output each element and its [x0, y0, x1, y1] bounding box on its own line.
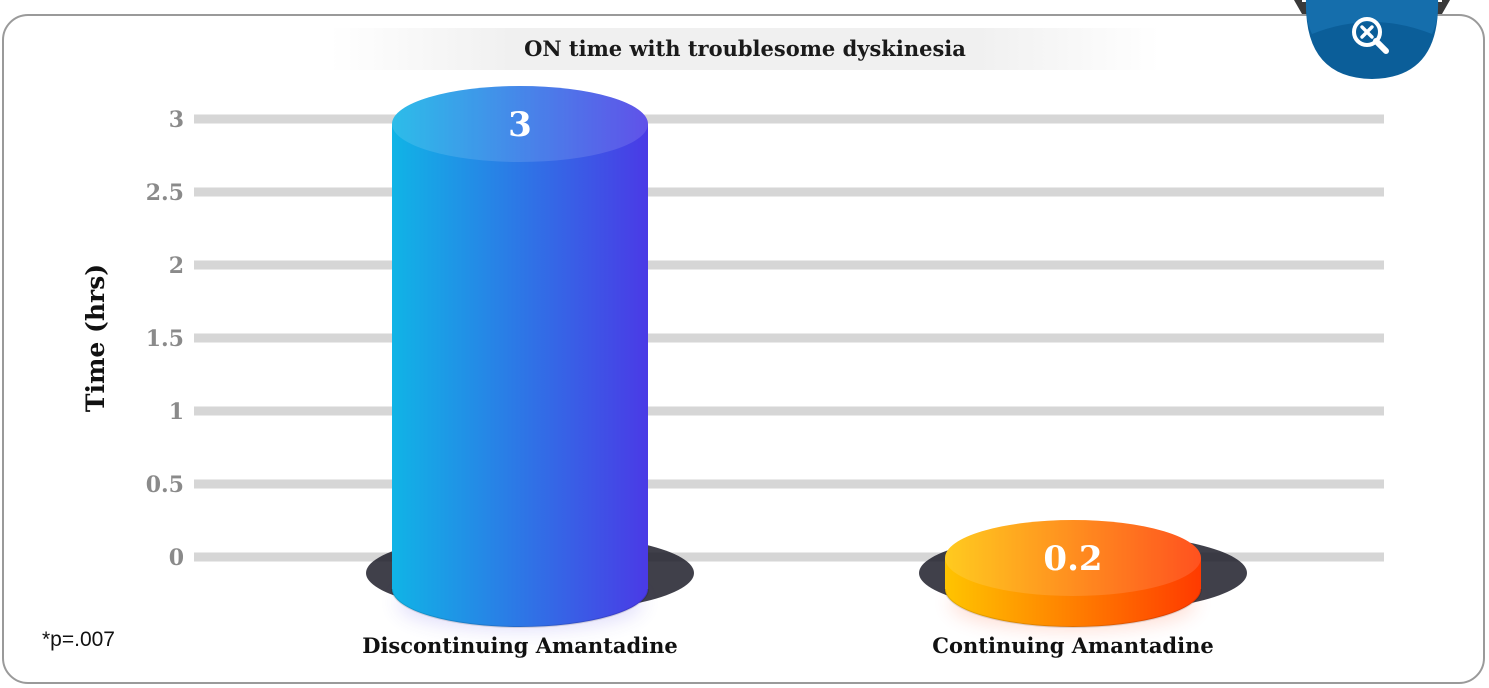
y-tick-label: 1.5	[146, 326, 184, 352]
bar-base-edge	[391, 588, 649, 628]
title-band	[330, 28, 1160, 70]
bar-top-highlight	[945, 520, 1201, 596]
y-axis-label: Time (hrs)	[81, 264, 110, 412]
p-value-footnote: *p=.007	[42, 628, 115, 651]
chart-title: ON time with troublesome dyskinesia	[524, 36, 966, 61]
y-tick-label: 2.5	[146, 180, 184, 206]
x-category-label: Continuing Amantadine	[932, 633, 1213, 658]
zoom-out-magnifier-icon	[1294, 0, 1450, 79]
y-tick-label: 0	[169, 545, 184, 571]
y-tick-label: 2	[169, 253, 184, 279]
bar-top	[945, 520, 1201, 596]
zoom-button[interactable]	[1294, 0, 1450, 82]
bar-top	[392, 86, 648, 162]
y-tick-label: 3	[169, 107, 184, 133]
bar-top-highlight	[392, 86, 648, 162]
y-tick-label: 1	[169, 399, 184, 425]
bar-value-label: 3	[508, 105, 532, 145]
bar-base-edge	[944, 588, 1202, 628]
bar-value-label: 0.2	[1043, 539, 1102, 579]
bar-body	[392, 124, 648, 627]
x-category-label: Discontinuing Amantadine	[362, 633, 678, 658]
y-tick-label: 0.5	[146, 472, 184, 498]
